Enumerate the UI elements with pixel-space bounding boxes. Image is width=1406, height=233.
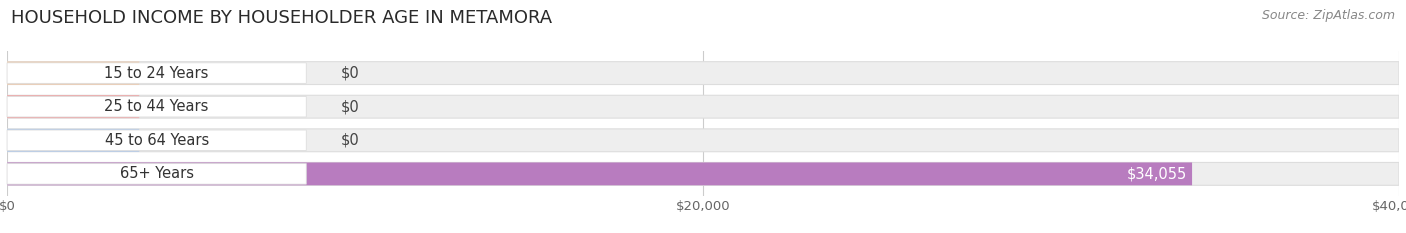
Text: $0: $0: [342, 99, 360, 114]
Text: 45 to 64 Years: 45 to 64 Years: [104, 133, 208, 148]
FancyBboxPatch shape: [7, 63, 307, 83]
FancyBboxPatch shape: [7, 95, 139, 118]
Text: $0: $0: [342, 133, 360, 148]
Text: 15 to 24 Years: 15 to 24 Years: [104, 66, 209, 81]
FancyBboxPatch shape: [7, 129, 1399, 152]
Text: 65+ Years: 65+ Years: [120, 166, 194, 181]
FancyBboxPatch shape: [7, 62, 139, 85]
FancyBboxPatch shape: [7, 96, 307, 117]
FancyBboxPatch shape: [7, 164, 307, 184]
Text: HOUSEHOLD INCOME BY HOUSEHOLDER AGE IN METAMORA: HOUSEHOLD INCOME BY HOUSEHOLDER AGE IN M…: [11, 9, 553, 27]
Text: $0: $0: [342, 66, 360, 81]
FancyBboxPatch shape: [7, 130, 307, 151]
FancyBboxPatch shape: [7, 162, 1192, 185]
Text: 25 to 44 Years: 25 to 44 Years: [104, 99, 209, 114]
Text: $34,055: $34,055: [1126, 166, 1187, 181]
FancyBboxPatch shape: [7, 95, 1399, 118]
FancyBboxPatch shape: [7, 62, 1399, 85]
FancyBboxPatch shape: [7, 162, 1399, 185]
Text: Source: ZipAtlas.com: Source: ZipAtlas.com: [1261, 9, 1395, 22]
FancyBboxPatch shape: [7, 129, 139, 152]
